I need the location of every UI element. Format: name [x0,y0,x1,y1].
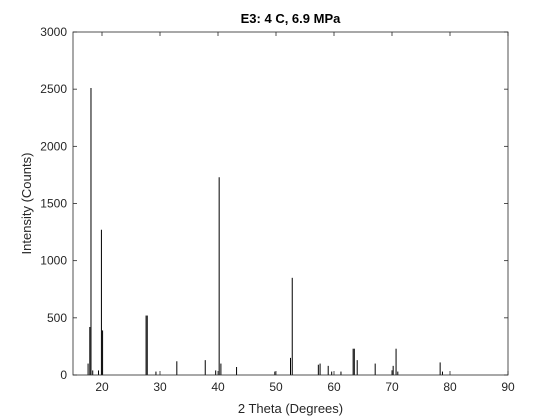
y-tick-label: 500 [47,311,67,325]
x-tick-label: 50 [269,380,283,394]
y-tick-label: 2500 [40,82,67,96]
x-tick-label: 30 [153,380,167,394]
plot-frame [72,31,509,376]
peaks-group [87,88,443,375]
y-tick-label: 2000 [40,139,67,153]
x-tick-label: 90 [501,380,515,394]
x-tick-label: 20 [95,380,109,394]
y-tick-label: 3000 [40,25,67,39]
x-axis-label: 2 Theta (Degrees) [238,401,343,416]
x-tick-label: 80 [443,380,457,394]
chart-title: E3: 4 C, 6.9 MPa [241,11,341,26]
y-tick-label: 0 [60,368,67,382]
x-tick-label: 40 [211,380,225,394]
y-axis-label: Intensity (Counts) [19,153,34,255]
x-tick-label: 60 [327,380,341,394]
ticks-group: 20 30 40 50 60 70 80 90 0 500 1000 1500 2000 2500 3000 [40,25,515,394]
y-tick-label: 1500 [40,197,67,211]
y-tick-label: 1000 [40,254,67,268]
plot-area [73,32,508,375]
x-tick-label: 70 [385,380,399,394]
